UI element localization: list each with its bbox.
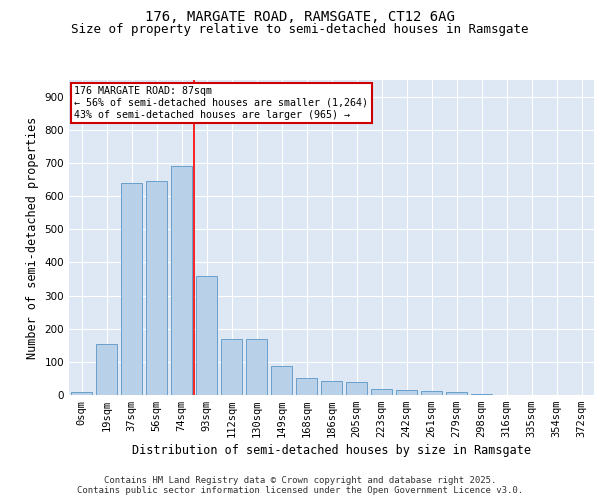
Bar (346, 382, 367, 395)
Bar (371, 389, 392, 395)
Bar (171, 166, 192, 395)
Text: 176 MARGATE ROAD: 87sqm
← 56% of semi-detached houses are smaller (1,264)
43% of: 176 MARGATE ROAD: 87sqm ← 56% of semi-de… (74, 86, 368, 120)
Bar (196, 276, 217, 395)
Text: Contains HM Land Registry data © Crown copyright and database right 2025.
Contai: Contains HM Land Registry data © Crown c… (77, 476, 523, 495)
Bar (296, 378, 317, 395)
Bar (421, 391, 442, 395)
Bar (96, 344, 117, 395)
Bar (321, 381, 342, 395)
Bar (446, 392, 467, 395)
Bar (396, 390, 417, 395)
Bar (271, 366, 292, 395)
Bar (71, 392, 92, 395)
Bar (146, 181, 167, 395)
Bar (246, 338, 267, 395)
Bar (121, 183, 142, 395)
Text: Size of property relative to semi-detached houses in Ramsgate: Size of property relative to semi-detach… (71, 22, 529, 36)
Text: 176, MARGATE ROAD, RAMSGATE, CT12 6AG: 176, MARGATE ROAD, RAMSGATE, CT12 6AG (145, 10, 455, 24)
Bar (471, 394, 492, 395)
Bar (221, 338, 242, 395)
Y-axis label: Number of semi-detached properties: Number of semi-detached properties (26, 116, 39, 358)
X-axis label: Distribution of semi-detached houses by size in Ramsgate: Distribution of semi-detached houses by … (132, 444, 531, 458)
